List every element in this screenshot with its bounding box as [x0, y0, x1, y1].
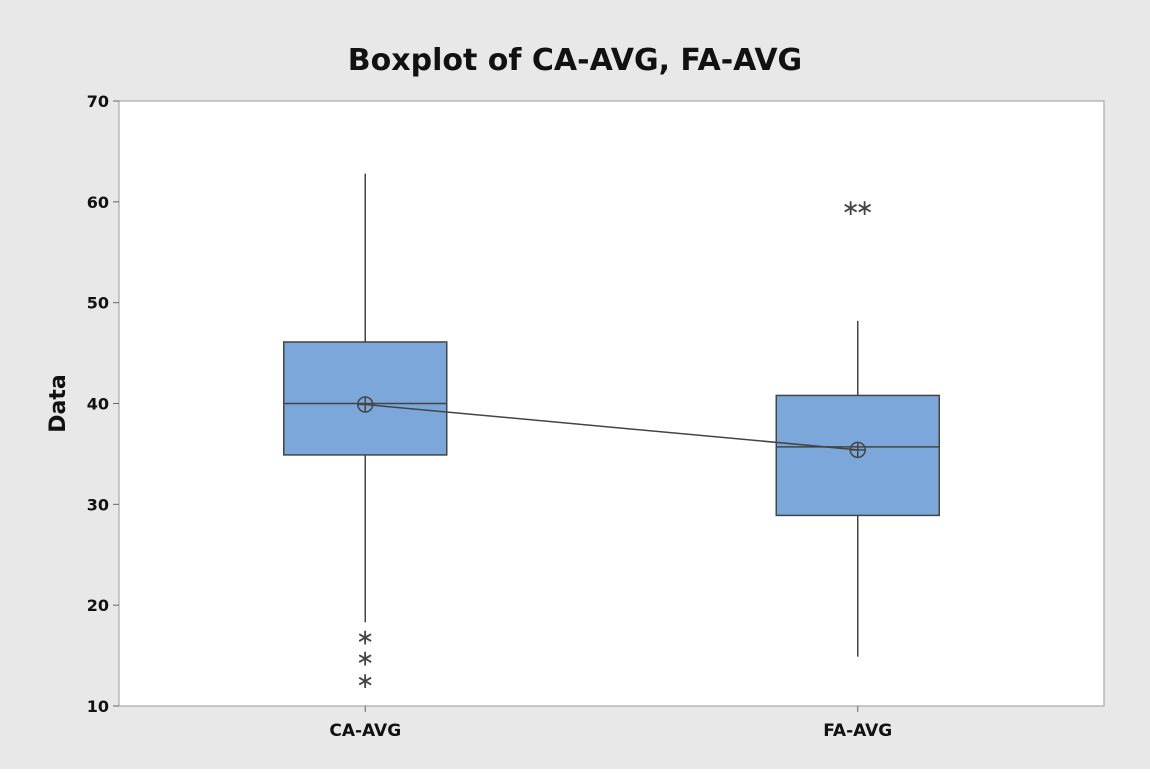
- plot-area: [118, 100, 1105, 707]
- y-tick-label: 50: [87, 294, 109, 313]
- y-axis: 10 20 30 40 50 60 70: [87, 92, 119, 716]
- outlier-point: ∗: [356, 647, 374, 672]
- x-tick-label: FA-AVG: [823, 721, 892, 741]
- y-tick-label: 30: [87, 495, 109, 514]
- outlier-point: ∗: [356, 625, 374, 650]
- mean-marker: [849, 441, 866, 459]
- x-axis: CA-AVG FA-AVG: [329, 706, 892, 741]
- chart-title: Boxplot of CA-AVG, FA-AVG: [348, 43, 802, 78]
- outlier-point: ∗: [856, 196, 874, 221]
- boxes: ∗∗∗∗∗: [283, 173, 940, 694]
- y-tick-label: 70: [87, 92, 109, 111]
- y-tick-label: 20: [87, 596, 109, 615]
- x-tick-label: CA-AVG: [329, 721, 401, 741]
- y-tick-label: 10: [87, 697, 109, 716]
- outlier-point: ∗: [842, 196, 860, 221]
- mean-connect-line: [365, 403, 858, 451]
- mean-marker: [357, 396, 374, 413]
- y-axis-label: Data: [46, 374, 71, 432]
- outlier-point: ∗: [356, 669, 374, 694]
- y-tick-label: 40: [87, 395, 109, 414]
- y-tick-label: 60: [87, 193, 109, 212]
